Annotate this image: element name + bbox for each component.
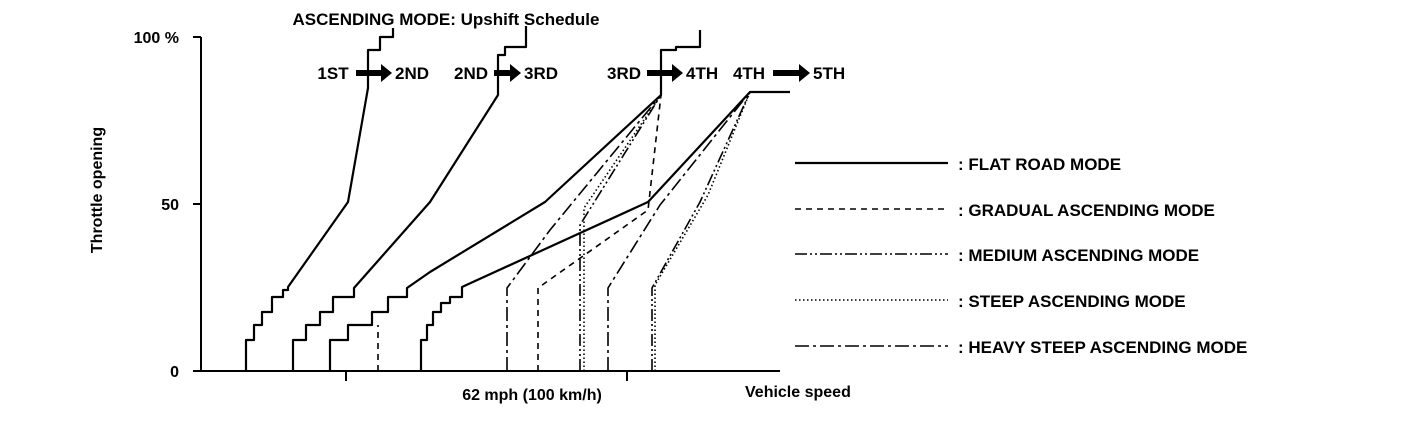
series-line (419, 90, 790, 371)
series-line (579, 94, 662, 371)
shift-to-label: 3RD (524, 64, 558, 83)
x-tick-label: 62 mph (100 km/h) (462, 387, 602, 404)
shift-arrowhead (672, 64, 683, 82)
shift-to-label: 5TH (813, 64, 845, 83)
series-line (537, 94, 662, 371)
legend-label: : GRADUAL ASCENDING MODE (958, 201, 1215, 220)
shift-to-label: 2ND (395, 64, 429, 83)
curves (244, 26, 790, 371)
y-tick-label: 0 (170, 364, 179, 381)
axes: 100 % 50 0 62 mph (100 km/h) Vehicle speed Th… (89, 10, 851, 404)
legend-label: : FLAT ROAD MODE (958, 155, 1121, 174)
series-line (583, 94, 662, 371)
shift-from-label: 1ST (317, 64, 349, 83)
series-line (244, 28, 395, 371)
legend-label: : HEAVY STEEP ASCENDING MODE (958, 338, 1247, 357)
shift-from-label: 3RD (607, 64, 641, 83)
series-line (607, 91, 751, 371)
shift-arrowhead (799, 64, 810, 82)
series-line (506, 94, 662, 371)
y-axis-label: Throttle opening (89, 127, 106, 253)
shift-from-label: 4TH (733, 64, 765, 83)
y-tick-label: 50 (161, 197, 179, 214)
x-axis-label: Vehicle speed (745, 384, 851, 401)
legend: : FLAT ROAD MODE : GRADUAL ASCENDING MODE… (795, 155, 1247, 357)
shift-arrowhead (381, 64, 392, 82)
series-line (654, 91, 751, 371)
series-line (328, 30, 702, 371)
shift-arrowhead (510, 64, 521, 82)
chart-title: ASCENDING MODE: Upshift Schedule (293, 10, 600, 29)
legend-label: : STEEP ASCENDING MODE (958, 292, 1186, 311)
legend-label: : MEDIUM ASCENDING MODE (958, 246, 1199, 265)
shift-to-label: 4TH (686, 64, 718, 83)
series-line (651, 91, 751, 371)
y-tick-label: 100 % (134, 30, 179, 47)
labels: 1ST 2ND 2ND 3RD 3RD 4TH 4TH 5TH (317, 64, 845, 83)
series-line (291, 26, 528, 371)
shift-from-label: 2ND (454, 64, 488, 83)
